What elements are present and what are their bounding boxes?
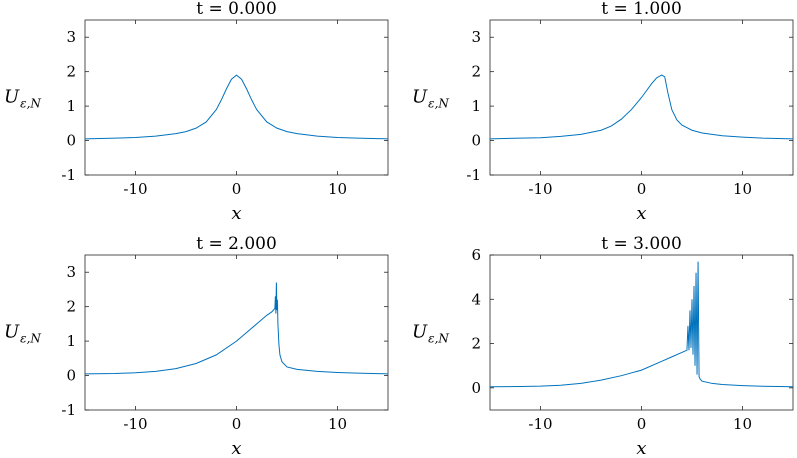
- y-tick-label: -1: [466, 166, 481, 184]
- y-tick-label: 6: [471, 246, 481, 264]
- x-tick-label: 10: [733, 180, 752, 198]
- y-axis-label: Uε,N: [412, 87, 449, 111]
- y-axis-label-subscript: ε,N: [428, 97, 449, 111]
- y-axis-label: Uε,N: [4, 322, 41, 346]
- x-tick-label: -10: [123, 415, 147, 433]
- y-axis-label-subscript: ε,N: [20, 97, 41, 111]
- y-tick-label: 0: [471, 132, 481, 150]
- y-axis-label-main: U: [412, 322, 428, 343]
- chart-title: t = 0.000: [196, 0, 277, 19]
- series-line: [490, 74, 793, 140]
- chart-title: t = 1.000: [601, 0, 682, 19]
- series-line: [85, 74, 388, 140]
- axes-box: [84, 254, 389, 411]
- subplot-4: -10 0 10 0 2 4 6 t = 3.000 x Uε,N: [412, 234, 794, 458]
- x-axis-label: x: [636, 438, 646, 458]
- y-axis-label-main: U: [4, 87, 20, 108]
- x-tick-label: 0: [232, 415, 242, 433]
- x-tick-label: 0: [637, 415, 647, 433]
- y-tick-label: 0: [471, 379, 481, 397]
- y-tick-label: -1: [61, 166, 76, 184]
- y-tick-label: 4: [471, 290, 481, 308]
- y-tick-label: 1: [66, 97, 76, 115]
- y-tick-label: 1: [66, 332, 76, 350]
- y-tick-label: 1: [471, 97, 481, 115]
- x-axis-label: x: [636, 203, 646, 224]
- x-tick-label: -10: [528, 180, 552, 198]
- y-tick-label: -1: [61, 401, 76, 419]
- y-axis-label-main: U: [412, 87, 428, 108]
- axes-box: [84, 19, 389, 176]
- x-tick-label: 0: [637, 180, 647, 198]
- y-axis-label-subscript: ε,N: [428, 332, 449, 346]
- chart-title: t = 3.000: [601, 234, 682, 254]
- x-tick-label: -10: [528, 415, 552, 433]
- series-line: [85, 282, 388, 375]
- y-tick-label: 0: [66, 367, 76, 385]
- y-tick-label: 2: [471, 335, 481, 353]
- y-tick-label: 2: [66, 298, 76, 316]
- y-axis-label-main: U: [4, 322, 20, 343]
- x-tick-label: -10: [123, 180, 147, 198]
- axes-box: [489, 254, 794, 411]
- y-tick-label: 3: [471, 28, 481, 46]
- x-tick-label: 10: [328, 180, 347, 198]
- y-tick-label: 0: [66, 132, 76, 150]
- x-tick-label: 10: [733, 415, 752, 433]
- y-tick-label: 3: [66, 263, 76, 281]
- x-axis-label: x: [231, 203, 241, 224]
- x-tick-label: 10: [328, 415, 347, 433]
- x-axis-label: x: [231, 438, 241, 458]
- y-tick-label: 2: [471, 63, 481, 81]
- y-axis-label: Uε,N: [412, 322, 449, 346]
- y-axis-label: Uε,N: [4, 87, 41, 111]
- y-tick-label: 3: [66, 28, 76, 46]
- y-axis-label-subscript: ε,N: [20, 332, 41, 346]
- series-line: [490, 261, 793, 388]
- y-tick-label: 2: [66, 63, 76, 81]
- chart-title: t = 2.000: [196, 234, 277, 254]
- x-tick-label: 0: [232, 180, 242, 198]
